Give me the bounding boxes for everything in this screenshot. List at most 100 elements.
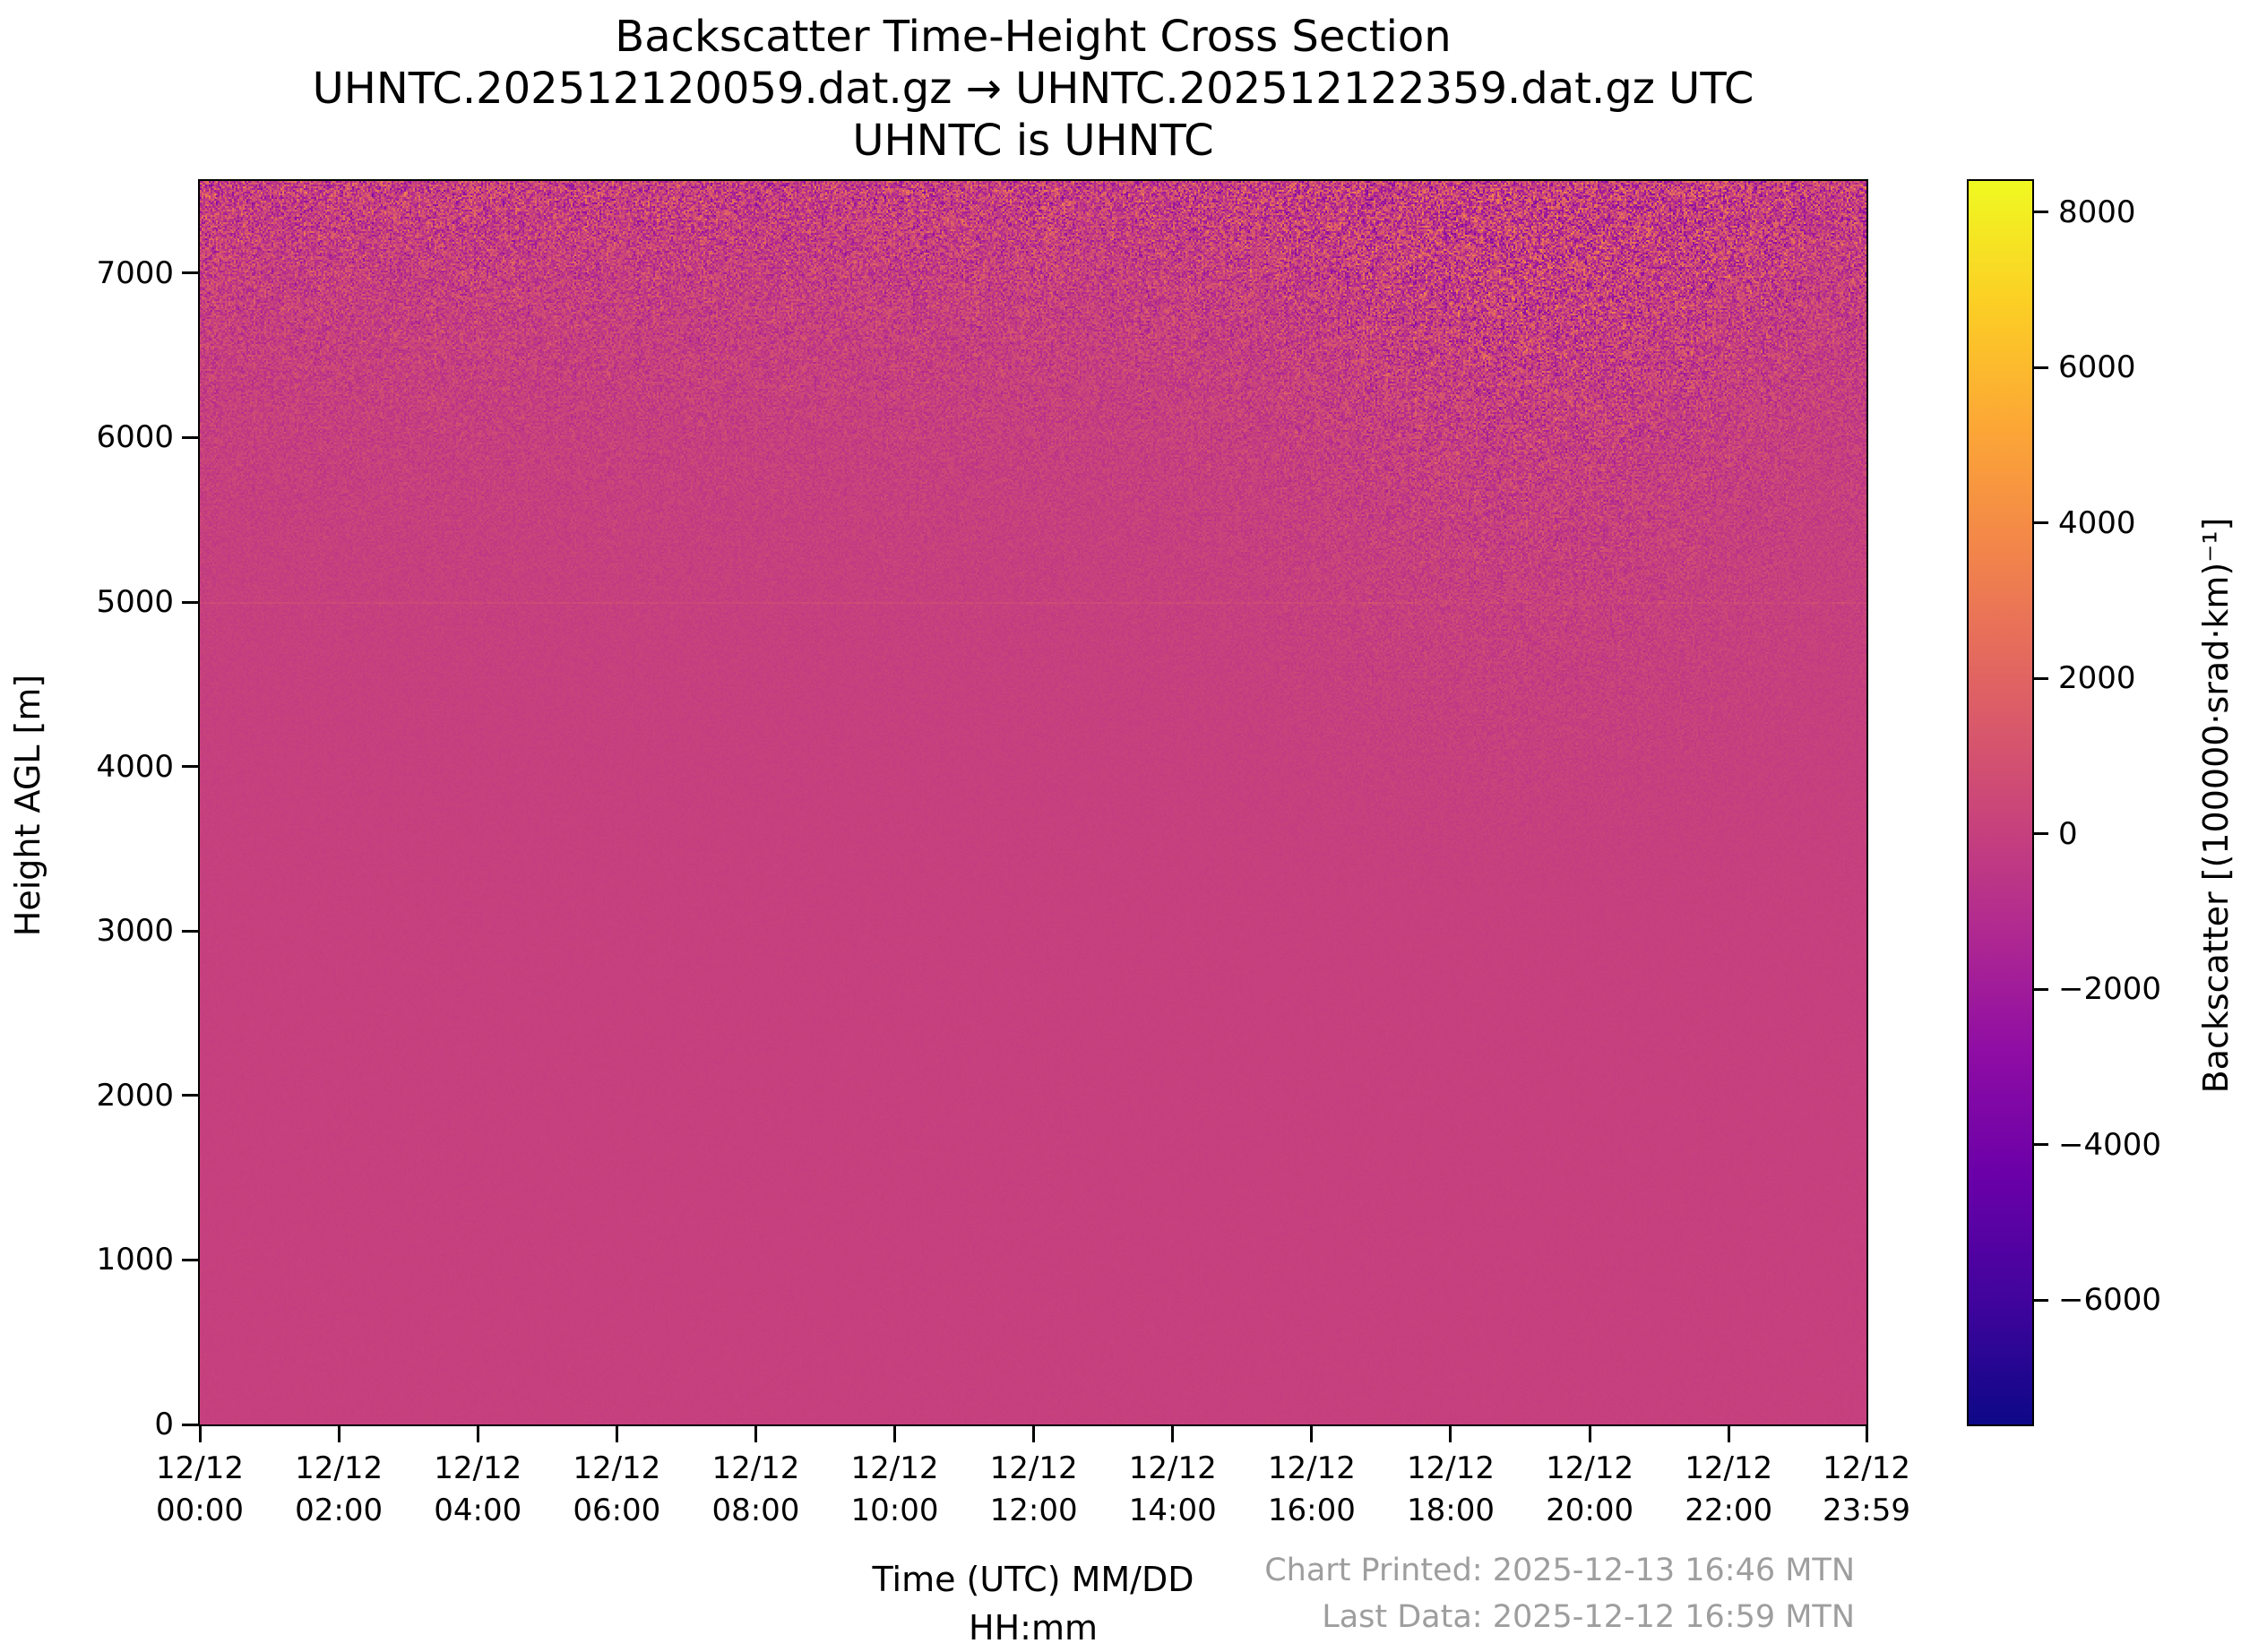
x-tick-mark — [1310, 1426, 1314, 1442]
x-tick-date: 12/12 — [850, 1450, 939, 1486]
x-tick-label: 12/12 18:00 — [1375, 1448, 1527, 1532]
x-tick-label: 12/12 23:59 — [1790, 1448, 1943, 1532]
x-tick-date: 12/12 — [1546, 1450, 1634, 1486]
x-tick-mark — [754, 1426, 757, 1442]
x-tick-time: 10:00 — [850, 1493, 939, 1528]
x-tick-time: 14:00 — [1128, 1493, 1217, 1528]
y-tick-mark — [182, 1423, 198, 1426]
x-tick-time: 16:00 — [1267, 1493, 1356, 1528]
x-tick-mark — [337, 1426, 340, 1442]
x-tick-date: 12/12 — [1685, 1450, 1773, 1486]
footer-chart-printed: Chart Printed: 2025-12-13 16:46 MTN — [1264, 1553, 1855, 1588]
y-tick-label: 3000 — [96, 913, 174, 950]
x-tick-mark — [476, 1426, 479, 1442]
y-tick-label: 5000 — [96, 584, 174, 620]
y-tick-label: 1000 — [96, 1242, 174, 1278]
x-tick-date: 12/12 — [1128, 1450, 1217, 1486]
colorbar-tick-label: 8000 — [2058, 194, 2136, 230]
x-tick-mark — [1588, 1426, 1591, 1442]
y-tick-label: 4000 — [96, 748, 174, 785]
x-tick-time: 02:00 — [295, 1493, 384, 1528]
x-tick-date: 12/12 — [989, 1450, 1078, 1486]
x-tick-date: 12/12 — [1406, 1450, 1495, 1486]
x-tick-label: 12/12 00:00 — [124, 1448, 276, 1532]
x-axis-label-line1: Time (UTC) MM/DD — [872, 1560, 1194, 1599]
x-tick-date: 12/12 — [711, 1450, 800, 1486]
colorbar-gradient — [1969, 181, 2032, 1424]
x-tick-time: 20:00 — [1546, 1493, 1634, 1528]
colorbar-tick-mark — [2032, 521, 2048, 525]
x-tick-time: 06:00 — [573, 1493, 661, 1528]
x-axis-label: Time (UTC) MM/DD HH:mm — [200, 1555, 1866, 1652]
y-tick-label: 7000 — [96, 254, 174, 291]
x-tick-label: 12/12 04:00 — [401, 1448, 554, 1532]
x-tick-label: 12/12 10:00 — [819, 1448, 971, 1532]
x-tick-date: 12/12 — [573, 1450, 661, 1486]
x-tick-mark — [615, 1426, 618, 1442]
footer-annotations: Chart Printed: 2025-12-13 16:46 MTN Last… — [896, 1547, 1855, 1640]
x-tick-label: 12/12 12:00 — [958, 1448, 1110, 1532]
colorbar-tick-label: −2000 — [2058, 971, 2162, 1008]
x-tick-time: 18:00 — [1406, 1493, 1495, 1528]
x-tick-mark — [1865, 1426, 1868, 1442]
colorbar-tick-label: −6000 — [2058, 1282, 2162, 1319]
footer-last-data: Last Data: 2025-12-12 16:59 MTN — [1322, 1599, 1855, 1635]
colorbar-tick-mark — [2032, 366, 2048, 369]
chart-subtitle-alias: UHNTC is UHNTC — [852, 116, 1214, 166]
x-tick-label: 12/12 08:00 — [679, 1448, 832, 1532]
colorbar-tick-label: 0 — [2058, 815, 2078, 852]
x-tick-label: 12/12 20:00 — [1513, 1448, 1666, 1532]
x-tick-label: 12/12 16:00 — [1236, 1448, 1388, 1532]
plot-area — [198, 179, 1868, 1426]
x-tick-mark — [893, 1426, 897, 1442]
colorbar-tick-label: 4000 — [2058, 504, 2136, 541]
x-tick-time: 08:00 — [711, 1493, 800, 1528]
x-tick-date: 12/12 — [434, 1450, 522, 1486]
y-tick-label: 6000 — [96, 419, 174, 456]
x-tick-mark — [198, 1426, 202, 1442]
x-tick-mark — [1032, 1426, 1036, 1442]
x-tick-label: 12/12 06:00 — [540, 1448, 693, 1532]
x-tick-time: 12:00 — [989, 1493, 1078, 1528]
colorbar-tick-mark — [2032, 832, 2048, 836]
x-tick-time: 00:00 — [156, 1493, 244, 1528]
x-tick-label: 12/12 14:00 — [1097, 1448, 1249, 1532]
colorbar-tick-mark — [2032, 1298, 2048, 1302]
x-axis-label-line2: HH:mm — [969, 1608, 1098, 1648]
x-tick-mark — [1449, 1426, 1452, 1442]
y-tick-mark — [182, 929, 198, 933]
y-tick-mark — [182, 1258, 198, 1261]
x-tick-date: 12/12 — [295, 1450, 384, 1486]
x-tick-time: 23:59 — [1823, 1493, 1910, 1528]
chart-title-block: Backscatter Time-Height Cross Section UH… — [200, 11, 1866, 167]
y-tick-label: 2000 — [96, 1077, 174, 1114]
x-tick-label: 12/12 22:00 — [1652, 1448, 1805, 1532]
x-tick-date: 12/12 — [1823, 1450, 1910, 1486]
x-tick-time: 04:00 — [434, 1493, 522, 1528]
chart-subtitle-filenames: UHNTC.202512120059.dat.gz → UHNTC.202512… — [312, 64, 1754, 114]
chart-title: Backscatter Time-Height Cross Section — [615, 12, 1452, 62]
colorbar-tick-label: −4000 — [2058, 1126, 2162, 1163]
y-tick-mark — [182, 271, 198, 275]
x-tick-time: 22:00 — [1685, 1493, 1773, 1528]
x-tick-date: 12/12 — [1267, 1450, 1356, 1486]
y-tick-label: 0 — [154, 1407, 174, 1442]
x-tick-label: 12/12 02:00 — [263, 1448, 415, 1532]
heatmap-canvas — [200, 181, 1866, 1424]
colorbar — [1967, 179, 2034, 1426]
colorbar-tick-mark — [2032, 211, 2048, 214]
colorbar-tick-label: 2000 — [2058, 660, 2136, 697]
colorbar-tick-label: 6000 — [2058, 349, 2136, 386]
x-tick-mark — [1171, 1426, 1175, 1442]
y-tick-mark — [182, 600, 198, 604]
colorbar-tick-mark — [2032, 987, 2048, 991]
y-tick-mark — [182, 1094, 198, 1097]
x-tick-date: 12/12 — [156, 1450, 244, 1486]
colorbar-tick-mark — [2032, 676, 2048, 680]
y-tick-mark — [182, 435, 198, 439]
x-tick-mark — [1727, 1426, 1730, 1442]
colorbar-tick-mark — [2032, 1143, 2048, 1147]
colorbar-label: Backscatter [(100000·srad·km)⁻¹] — [2196, 517, 2236, 1094]
y-tick-mark — [182, 765, 198, 769]
